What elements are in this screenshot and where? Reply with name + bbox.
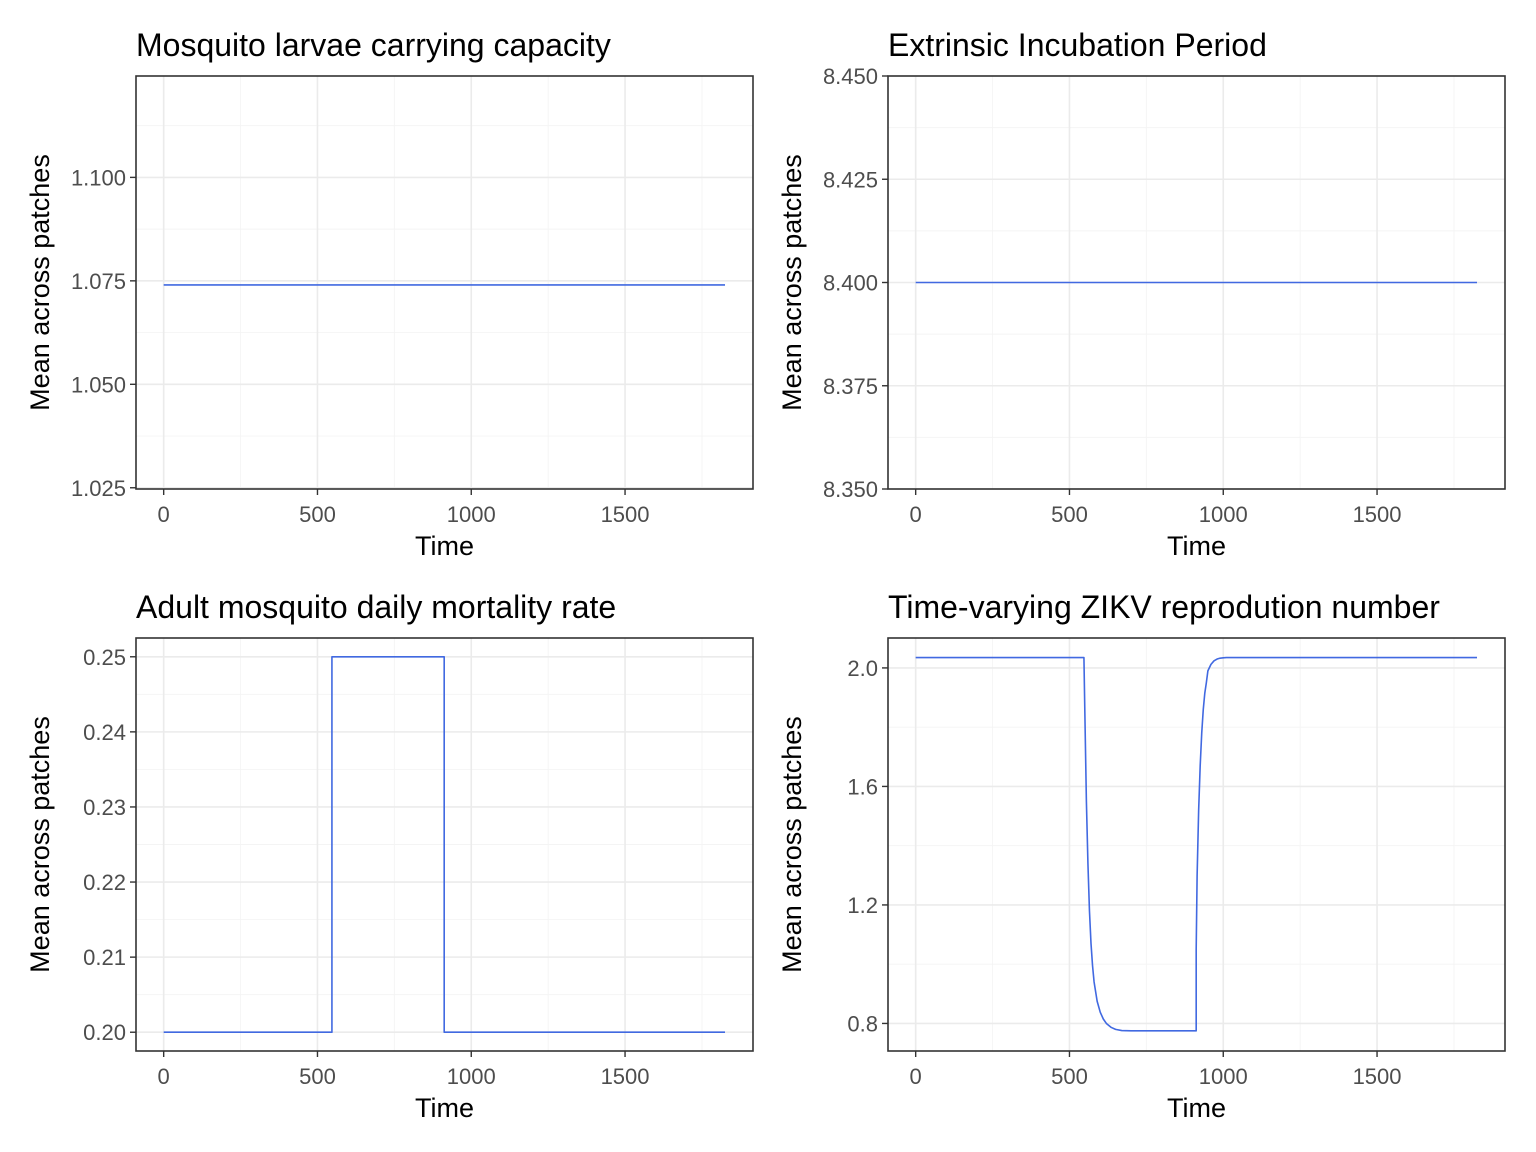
chart-panel-1: 0 500 1000 1500 1.025 1.050 1.075 1.100 Mosquito… xyxy=(25,27,754,561)
y-tick-label: 0.21 xyxy=(83,945,126,970)
y-axis-title: Mean across patches xyxy=(25,154,55,411)
x-tick-label: 1000 xyxy=(1199,502,1248,527)
y-axis-title: Mean across patches xyxy=(777,716,807,973)
x-axis-title: Time xyxy=(415,531,474,561)
chart-title: Time-varying ZIKV reprodution number xyxy=(888,589,1440,625)
x-axis-title: Time xyxy=(1167,1093,1226,1123)
x-tick-label: 1500 xyxy=(1353,502,1402,527)
y-tick-label: 0.23 xyxy=(83,795,126,820)
x-tick-label: 1500 xyxy=(601,1064,650,1089)
x-tick-label: 0 xyxy=(158,1064,170,1089)
y-tick-label: 8.350 xyxy=(823,477,878,502)
x-tick-label: 0 xyxy=(158,502,170,527)
y-tick-label: 8.425 xyxy=(823,167,878,192)
chart-title: Adult mosquito daily mortality rate xyxy=(136,589,616,625)
series-line xyxy=(915,656,1478,1032)
y-tick-label: 0.22 xyxy=(83,870,126,895)
x-tick-label: 500 xyxy=(1051,1064,1088,1089)
y-tick-label: 8.375 xyxy=(823,374,878,399)
y-tick-label: 8.450 xyxy=(823,64,878,89)
y-axis-title: Mean across patches xyxy=(25,716,55,973)
y-tick-label: 1.025 xyxy=(71,476,126,501)
y-tick-label: 1.050 xyxy=(71,372,126,397)
y-tick-label: 0.25 xyxy=(83,645,126,670)
y-tick-label: 8.400 xyxy=(823,271,878,296)
x-tick-label: 0 xyxy=(910,502,922,527)
x-tick-label: 1500 xyxy=(1353,1064,1402,1089)
chart-title: Extrinsic Incubation Period xyxy=(888,27,1267,63)
x-tick-label: 500 xyxy=(299,1064,336,1089)
x-tick-label: 1000 xyxy=(1199,1064,1248,1089)
x-axis-title: Time xyxy=(415,1093,474,1123)
panel-border xyxy=(135,75,754,490)
chart-title: Mosquito larvae carrying capacity xyxy=(136,27,611,63)
panel-border xyxy=(887,637,1506,1052)
x-tick-label: 1000 xyxy=(447,1064,496,1089)
panel-border xyxy=(135,637,754,1052)
chart-panel-4: 0 500 1000 1500 0.8 1.2 1.6 2.0 Time-varying ZIK… xyxy=(777,589,1506,1123)
x-tick-label: 1500 xyxy=(601,502,650,527)
x-tick-label: 500 xyxy=(299,502,336,527)
y-tick-label: 1.075 xyxy=(71,269,126,294)
plot-area xyxy=(136,76,753,489)
y-tick-label: 0.8 xyxy=(847,1011,878,1036)
y-axis-title: Mean across patches xyxy=(777,154,807,411)
y-tick-label: 0.24 xyxy=(83,720,126,745)
chart-panel-3: 0 500 1000 1500 0.20 0.21 0.22 0.23 0.24 0.25 Adul… xyxy=(25,589,754,1123)
y-tick-label: 0.20 xyxy=(83,1020,126,1045)
x-tick-label: 0 xyxy=(910,1064,922,1089)
chart-panel-2: 0 500 1000 1500 8.350 8.375 8.400 8.425 8.450 Ext… xyxy=(777,27,1506,561)
x-axis-title: Time xyxy=(1167,531,1226,561)
x-tick-label: 1000 xyxy=(447,502,496,527)
panels: 0 500 1000 1500 1.025 1.050 1.075 1.100 Mosquito… xyxy=(25,27,1506,1123)
y-tick-label: 1.100 xyxy=(71,165,126,190)
y-tick-label: 1.6 xyxy=(847,774,878,799)
y-tick-label: 2.0 xyxy=(847,656,878,681)
x-tick-label: 500 xyxy=(1051,502,1088,527)
series-line xyxy=(163,655,726,1034)
y-tick-label: 1.2 xyxy=(847,893,878,918)
